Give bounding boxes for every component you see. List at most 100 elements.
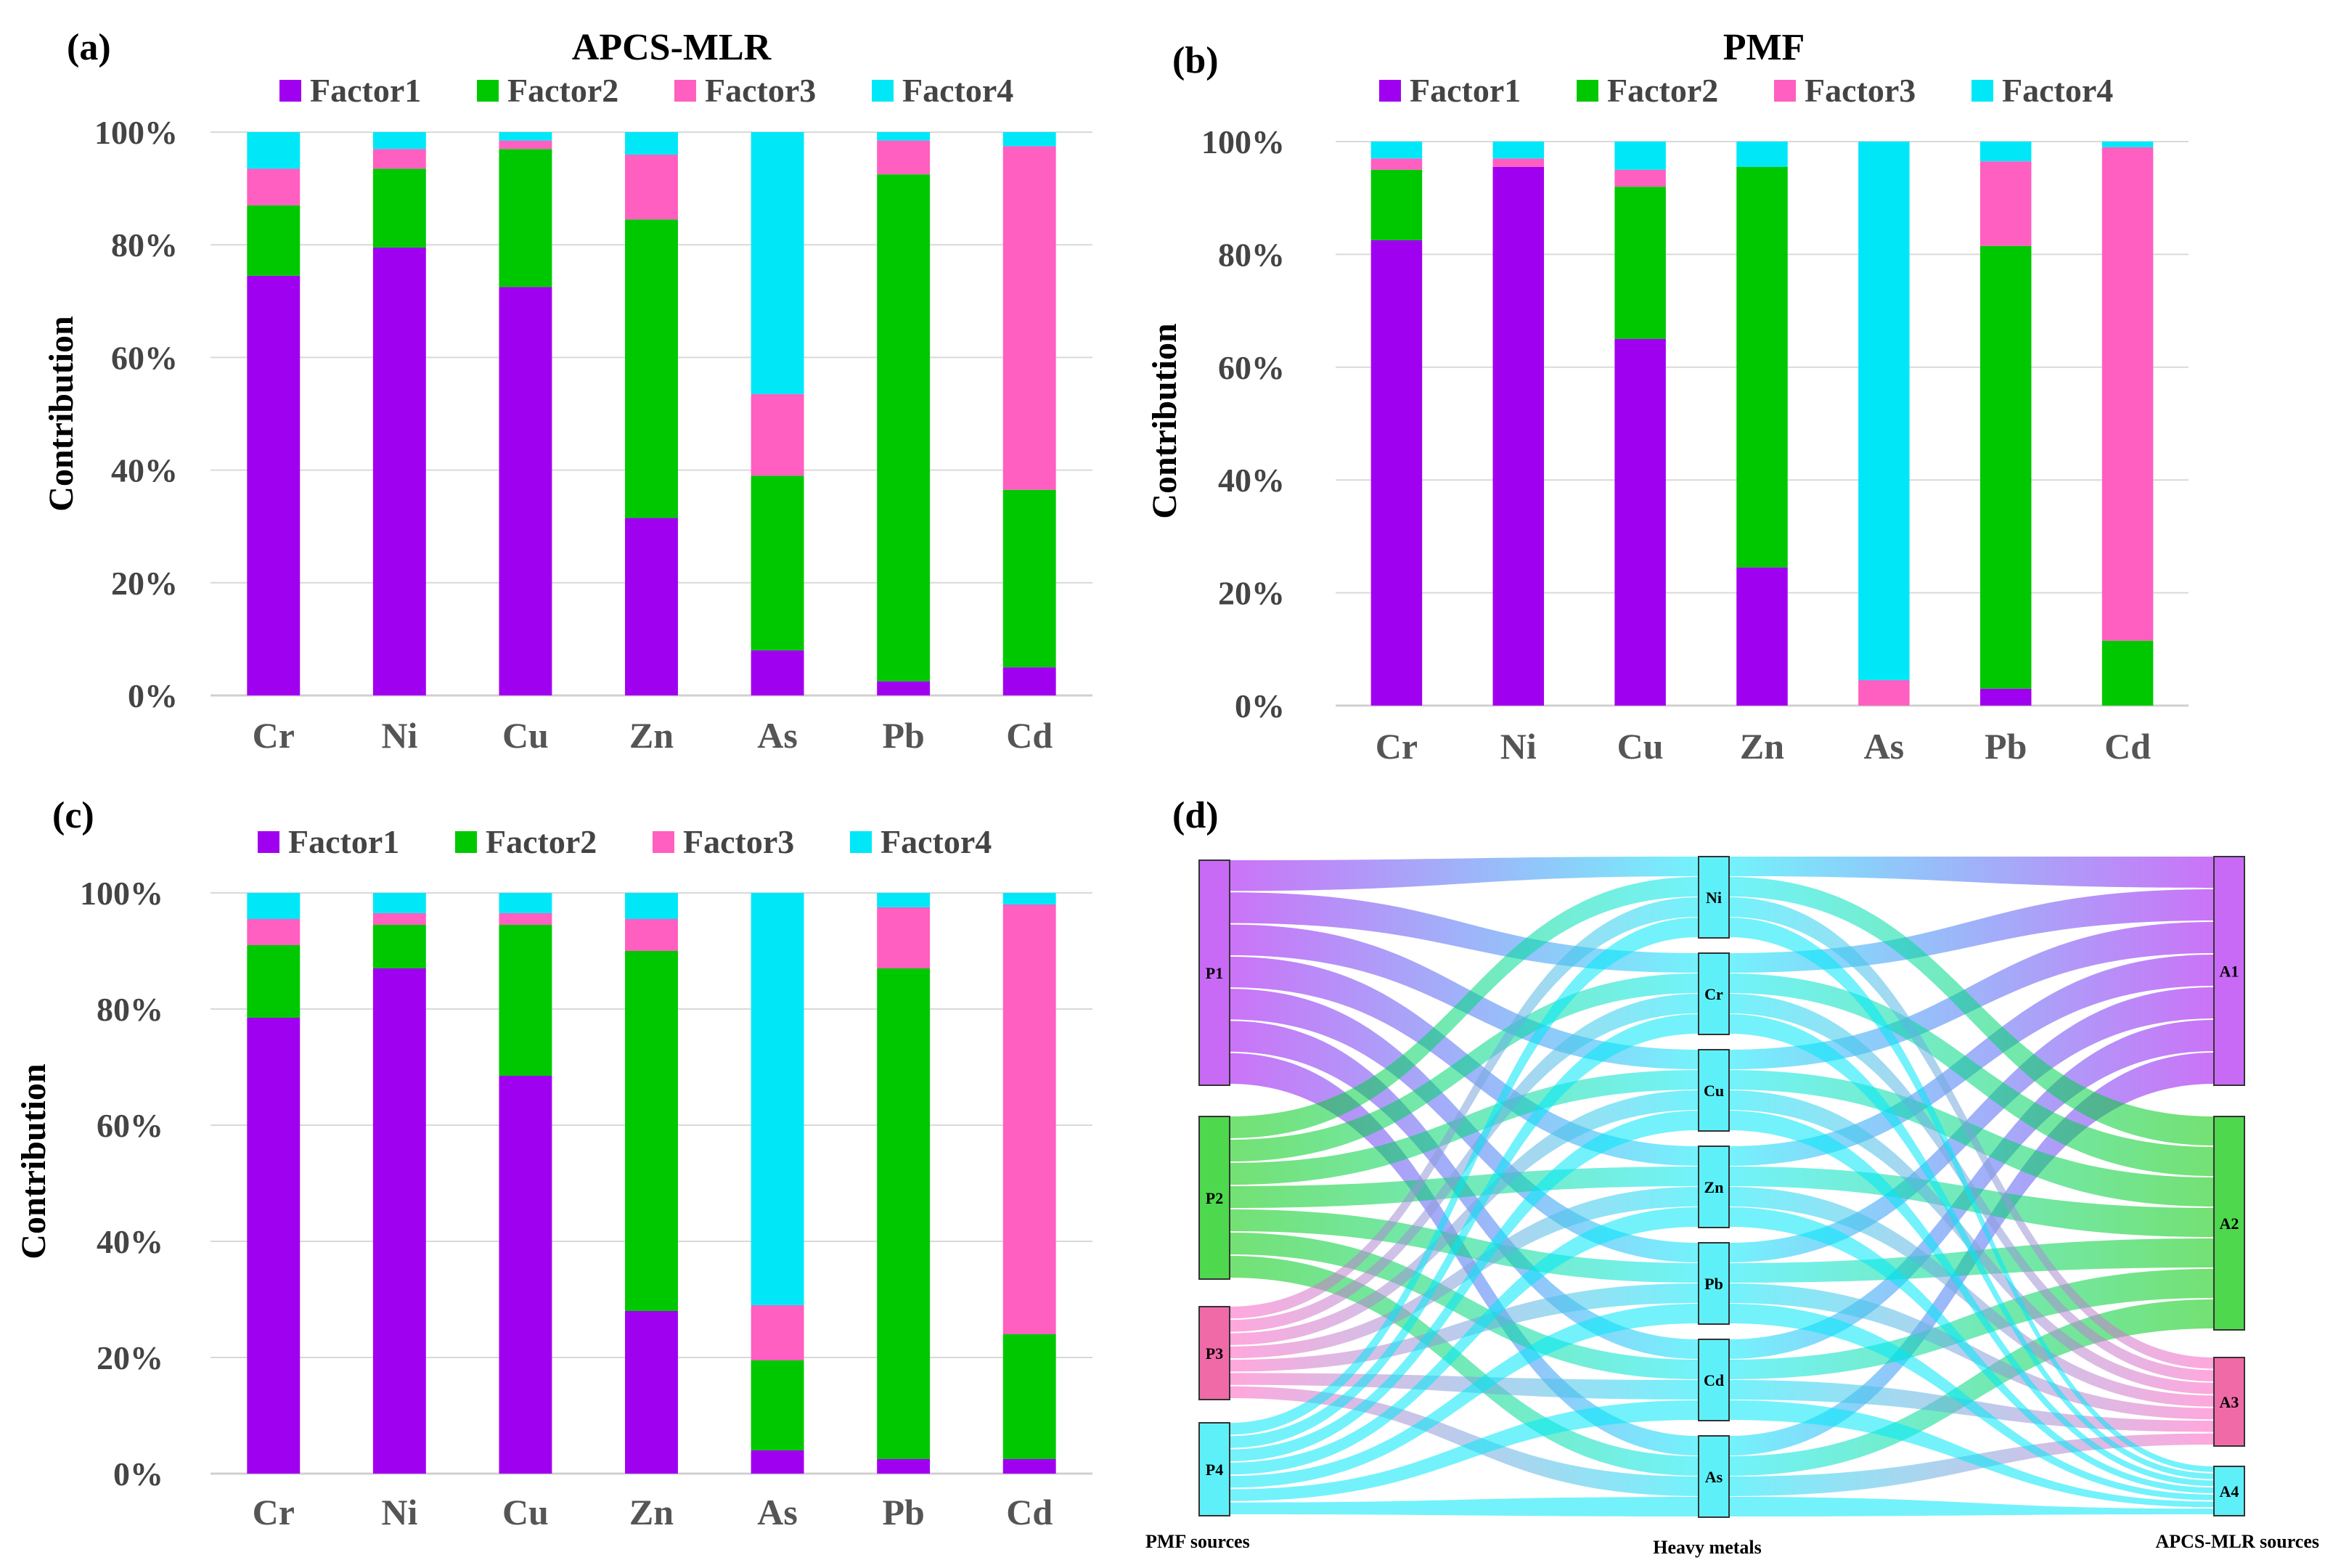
sankey-node-p4 [1198, 1422, 1230, 1516]
sankey-link-left [1230, 973, 1699, 1161]
bar-segment-pb-factor2 [877, 968, 931, 1459]
bar-segment-cr-factor4 [247, 132, 301, 169]
sankey-node-cr-label: Cr [1704, 985, 1723, 1003]
bar-segment-zn-factor1 [1736, 567, 1788, 706]
bar-segment-cr-factor3 [247, 919, 301, 945]
bar-segment-cu-factor1 [1614, 338, 1666, 706]
sankey-node-p3-label: P3 [1206, 1344, 1223, 1363]
legend-label-factor4: Factor4 [880, 823, 992, 860]
x-category-label: Ni [381, 715, 417, 756]
panel-a-ylabel: Contribution [42, 316, 81, 511]
sankey-link-left [1230, 1386, 1699, 1496]
bar-segment-cu-factor1 [499, 1076, 552, 1474]
bar-segment-pb-factor2 [877, 174, 931, 682]
legend-label-factor3: Factor3 [705, 72, 816, 109]
sankey-link-left [1230, 994, 1699, 1332]
sankey-node-as-label: As [1705, 1468, 1723, 1486]
sankey-node-pb-label: Pb [1704, 1275, 1723, 1293]
legend-label-factor3: Factor3 [1805, 72, 1916, 109]
panel-b-title: PMF [1723, 27, 1805, 68]
sankey-link-left [1230, 1207, 1699, 1475]
sankey-node-pb [1698, 1242, 1730, 1325]
x-category-label: Ni [381, 1492, 417, 1532]
sankey-link-left [1230, 1233, 1699, 1379]
bar-segment-zn-factor2 [1736, 166, 1788, 568]
x-category-label: Cd [2104, 726, 2151, 767]
bar-segment-pb-factor1 [877, 1459, 931, 1474]
y-tick-label: 60% [97, 1107, 163, 1144]
x-category-label: Cd [1006, 715, 1053, 756]
sankey-link-right [1729, 897, 2214, 1369]
legend-label-factor2: Factor2 [1607, 72, 1718, 109]
bar-segment-cd-factor2 [1002, 489, 1056, 668]
sankey-node-zn-label: Zn [1704, 1178, 1724, 1196]
bar-segment-cu-factor3 [1614, 169, 1666, 187]
panel-b-pmf-chart: (b) PMF Contribution 0%20%40%60%80%100% … [1145, 27, 2189, 767]
legend-label-factor2: Factor2 [507, 72, 618, 109]
panel-a-label: (a) [67, 27, 111, 68]
bar-segment-pb-factor2 [1979, 245, 2032, 689]
bar-segment-zn-factor2 [625, 951, 678, 1311]
panel-a-apcs-mlr-chart: (a) APCS-MLR Contribution 0% 20% 40% 60% 80%… [42, 27, 1092, 756]
sankey-link-left [1230, 1187, 1699, 1359]
bar-segment-ni-factor2 [372, 168, 426, 248]
x-category-label: Cu [502, 1492, 549, 1532]
x-category-label: Zn [629, 1492, 674, 1532]
legend-label-factor4: Factor4 [2002, 72, 2113, 109]
y-tick-label: 0% [128, 677, 178, 714]
bar-segment-as-factor4 [1858, 142, 1910, 681]
legend-swatch-factor1 [258, 831, 279, 853]
bar-segment-zn-factor4 [625, 893, 678, 919]
sankey-link-left [1230, 1209, 1699, 1283]
panel-c-chart: (c) Contribution 0% 20% 40% 60% 80% 100% Cr Ni… [15, 795, 1092, 1532]
bar-segment-cr-factor3 [1370, 158, 1423, 170]
x-category-label: Ni [1500, 726, 1537, 767]
bar-segment-ni-factor4 [372, 893, 426, 913]
bar-segment-zn-factor4 [1736, 142, 1788, 167]
legend-swatch-factor4 [1971, 80, 1993, 102]
bar-segment-ni-factor3 [372, 149, 426, 169]
x-category-label: Pb [882, 715, 924, 756]
bar-segment-as-factor3 [1858, 680, 1910, 706]
sankey-link-left [1230, 857, 1699, 891]
bar-segment-cu-factor4 [499, 893, 552, 913]
legend-swatch-factor3 [653, 831, 674, 853]
y-tick-label: 40% [111, 452, 178, 489]
sankey-link-right [1729, 922, 2214, 1069]
sankey-link-right [1729, 1400, 2214, 1508]
bar-segment-pb-factor3 [1979, 161, 2032, 246]
sankey-middle-axis-label: Heavy metals [1653, 1537, 1761, 1558]
sankey-link-right [1729, 1014, 2214, 1479]
sankey-link-left [1230, 1304, 1699, 1488]
bar-segment-as-factor2 [751, 1360, 804, 1450]
bar-segment-cd-factor4 [2101, 142, 2154, 147]
panel-b-label: (b) [1172, 40, 1219, 81]
sankey-node-cu-label: Cu [1704, 1082, 1724, 1100]
bar-segment-cu-factor4 [1614, 142, 1666, 170]
x-category-label: Zn [629, 715, 674, 756]
panel-c-label: (c) [52, 795, 94, 836]
bar-segment-cr-factor4 [1370, 142, 1423, 159]
y-tick-label: 60% [1218, 349, 1285, 386]
sankey-node-a1 [2213, 856, 2245, 1086]
legend-swatch-factor4 [872, 80, 894, 102]
x-category-label: Cu [1617, 726, 1664, 767]
sankey-node-p3 [1198, 1306, 1230, 1400]
sankey-link-left [1230, 1283, 1699, 1372]
bar-segment-cr-factor2 [1370, 169, 1423, 240]
bar-segment-cr-factor2 [247, 945, 301, 1018]
sankey-node-cu [1698, 1049, 1730, 1132]
panel-b-ylabel: Contribution [1145, 323, 1184, 518]
sankey-link-right [1729, 1269, 2214, 1379]
x-category-label: Cr [1376, 726, 1418, 767]
sankey-link-right [1729, 1207, 2214, 1493]
sankey-node-a4 [2213, 1466, 2245, 1516]
sankey-link-right [1729, 857, 2214, 888]
y-tick-label: 40% [1218, 462, 1285, 499]
legend-swatch-factor1 [279, 80, 301, 102]
sankey-link-right [1729, 1090, 2214, 1395]
bar-segment-ni-factor4 [372, 132, 426, 150]
sankey-link-right [1729, 1111, 2214, 1487]
sankey-link-left [1230, 877, 1699, 1138]
